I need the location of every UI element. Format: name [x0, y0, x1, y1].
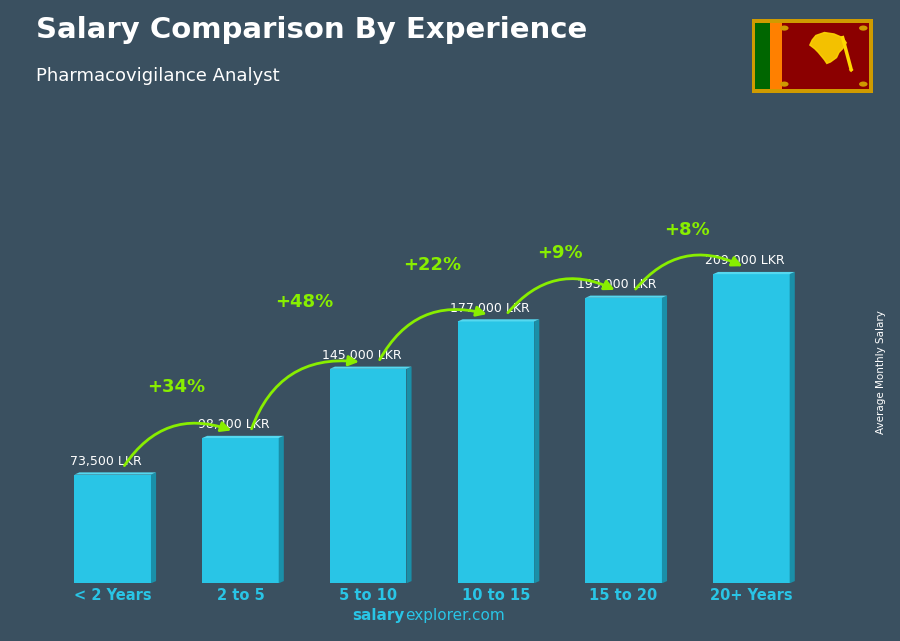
- Polygon shape: [457, 319, 539, 322]
- Bar: [713, 274, 789, 583]
- Polygon shape: [279, 436, 284, 583]
- Bar: [585, 298, 662, 583]
- Polygon shape: [202, 436, 284, 438]
- Polygon shape: [713, 272, 795, 274]
- Text: 73,500 LKR: 73,500 LKR: [70, 455, 142, 468]
- Text: +48%: +48%: [275, 293, 333, 311]
- Polygon shape: [662, 296, 667, 583]
- Bar: [770, 23, 782, 89]
- Text: +8%: +8%: [664, 221, 710, 239]
- Bar: [329, 369, 407, 583]
- Bar: [755, 23, 770, 89]
- Polygon shape: [329, 367, 411, 369]
- Text: 145,000 LKR: 145,000 LKR: [322, 349, 401, 362]
- Polygon shape: [535, 319, 539, 583]
- Text: Pharmacovigilance Analyst: Pharmacovigilance Analyst: [36, 67, 280, 85]
- Polygon shape: [585, 296, 667, 298]
- Circle shape: [859, 26, 868, 31]
- Polygon shape: [151, 472, 156, 583]
- Bar: [457, 322, 535, 583]
- Polygon shape: [75, 472, 156, 474]
- Polygon shape: [789, 272, 795, 583]
- Text: Salary Comparison By Experience: Salary Comparison By Experience: [36, 16, 587, 44]
- Text: +22%: +22%: [403, 256, 461, 274]
- Text: 177,000 LKR: 177,000 LKR: [450, 302, 529, 315]
- Bar: [75, 474, 151, 583]
- Text: +34%: +34%: [148, 378, 205, 396]
- Bar: [202, 438, 279, 583]
- Text: salary: salary: [353, 608, 405, 623]
- Text: +9%: +9%: [537, 244, 582, 262]
- Polygon shape: [407, 367, 411, 583]
- Circle shape: [780, 81, 788, 87]
- Text: Average Monthly Salary: Average Monthly Salary: [877, 310, 886, 434]
- Text: 209,000 LKR: 209,000 LKR: [706, 254, 785, 267]
- Polygon shape: [849, 69, 853, 72]
- Circle shape: [859, 81, 868, 87]
- Polygon shape: [810, 33, 846, 63]
- Circle shape: [780, 26, 788, 31]
- Text: 193,000 LKR: 193,000 LKR: [578, 278, 657, 291]
- Text: explorer.com: explorer.com: [405, 608, 505, 623]
- Text: 98,200 LKR: 98,200 LKR: [198, 419, 270, 431]
